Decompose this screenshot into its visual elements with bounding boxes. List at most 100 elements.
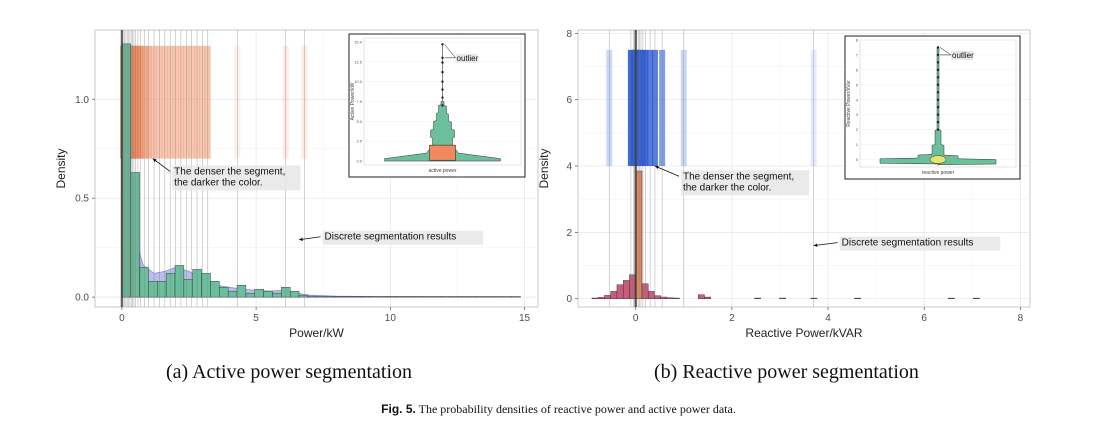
histogram-bar	[422, 296, 433, 298]
histogram-bar	[779, 297, 786, 299]
inset-y-label: Reactive Power/kVar	[846, 80, 852, 127]
inset-y-tick: 3	[856, 112, 859, 117]
inset-outlier-point	[936, 98, 940, 101]
annotation-text: the darker the color.	[683, 182, 771, 193]
x-tick-label: 10	[385, 313, 397, 324]
annotation-box	[680, 170, 810, 196]
annotation-text: the darker the color.	[174, 177, 262, 188]
x-tick-label: 6	[921, 313, 927, 324]
histogram-bar	[343, 296, 353, 298]
inset-box	[929, 155, 947, 164]
histogram-bar	[174, 265, 185, 298]
inset-outlier-point	[936, 46, 940, 49]
y-tick-label: 0	[566, 294, 572, 305]
histogram-bar	[440, 296, 450, 298]
y-tick-label: 0.0	[75, 293, 89, 304]
histogram-bar	[948, 297, 955, 299]
annotation-arrow	[298, 236, 321, 241]
inset-y-tick: 10.0	[354, 79, 363, 84]
histogram-bar	[378, 296, 388, 298]
subcaption-a: (a) Active power segmentation	[166, 361, 413, 383]
annotation-arrowhead	[299, 237, 303, 241]
y-axis-title: Density	[537, 148, 551, 188]
histogram-bar	[165, 273, 176, 298]
inset-outlier-label: outlier	[952, 51, 974, 60]
histogram-bar	[351, 296, 362, 298]
x-tick-label: 2	[729, 313, 735, 324]
inset-outlier-label-box	[455, 53, 478, 63]
histogram-bar	[854, 297, 861, 299]
inset-outlier-point	[936, 68, 940, 72]
y-tick-label: 2	[566, 228, 572, 239]
inset-outlier-point	[936, 128, 940, 131]
annotation-arrow	[813, 242, 838, 247]
histogram-bar	[591, 297, 599, 299]
histogram-bar	[334, 296, 344, 298]
inset-y-tick: 1	[856, 142, 859, 147]
histogram-bar	[666, 297, 674, 299]
histogram-bar	[604, 295, 611, 299]
annotation-arrow	[152, 158, 171, 172]
y-tick-label: 1.0	[75, 95, 89, 106]
figure-caption: Fig. 5. The probability densities of rea…	[0, 402, 1117, 417]
inset-y-tick: 5.0	[356, 119, 362, 124]
histogram-bar	[647, 291, 655, 299]
annotation-text: Discrete segmentation results	[325, 232, 457, 243]
annotation-arrowhead	[654, 165, 659, 170]
inset-y-tick: 15.0	[354, 39, 363, 44]
inset-x-label: active power	[428, 168, 456, 174]
histogram-bar	[201, 273, 211, 298]
inset-outlier-point	[441, 88, 444, 91]
y-tick-label: 0.5	[75, 194, 89, 205]
histogram-bar	[245, 292, 255, 298]
y-tick-label: 6	[566, 95, 572, 106]
annotation-arrowhead	[813, 243, 818, 247]
histogram-bar	[298, 294, 309, 298]
histogram-bar	[236, 285, 247, 298]
histogram-bar	[449, 296, 459, 298]
inset-outlier-arrow	[444, 44, 456, 59]
histogram-bar	[704, 296, 711, 299]
subcaption-b: (b) Reactive power segmentation	[654, 361, 919, 383]
annotation-arrowhead	[152, 158, 157, 163]
inset-y-tick: 12.5	[354, 59, 363, 64]
inset-y-tick: 2.5	[356, 139, 362, 144]
inset-outlier-point	[441, 43, 444, 46]
inset-x-label: reactive power	[922, 170, 955, 176]
histogram-bar	[369, 296, 380, 298]
chart-reactive-power: 0 2 4 6 8 0 2 4 6 8 Reactive Power/kVAR Density The …	[537, 29, 1031, 340]
annotation-arrow	[654, 165, 680, 177]
x-tick-label: 0	[119, 313, 125, 324]
histogram-bar	[654, 295, 661, 299]
inset-outlier-point	[936, 53, 940, 57]
y-axis-title: Density	[54, 148, 68, 188]
histogram-bar	[493, 296, 504, 298]
inset-y-tick: 7	[856, 52, 859, 57]
inset-box	[429, 144, 456, 161]
annotation-text: Discrete segmentation results	[842, 238, 974, 249]
inset-outlier-point	[441, 70, 444, 74]
figure-caption-text: The probability densities of reactive po…	[418, 402, 736, 416]
inset-y-tick: 6	[856, 67, 859, 72]
inset-y-tick: 0.0	[356, 159, 362, 164]
histogram-bar	[316, 296, 326, 298]
chart-active-power: 0 5 10 15 0.0 0.5 1.0 Power/kW Density The denser…	[54, 29, 539, 340]
histogram-bar	[210, 281, 220, 298]
inset-violin	[384, 101, 501, 162]
histogram-bar	[414, 296, 424, 298]
annotation-box	[839, 236, 1001, 251]
annotation-text: The denser the segment,	[683, 171, 794, 182]
x-tick-label: 0	[633, 313, 639, 324]
histogram-bar	[387, 296, 397, 298]
inset-outlier-arrow	[939, 47, 952, 56]
inset-outlier-point	[936, 106, 940, 109]
histogram-bar	[973, 297, 980, 299]
histogram-bar	[219, 286, 229, 298]
histogram-bar	[396, 296, 406, 298]
inset-outlier-point	[936, 113, 940, 116]
annotation-box	[322, 230, 484, 245]
histogram-bar	[476, 296, 486, 298]
histogram-bar	[467, 296, 477, 298]
annotation-text: The denser the segment,	[174, 166, 285, 177]
